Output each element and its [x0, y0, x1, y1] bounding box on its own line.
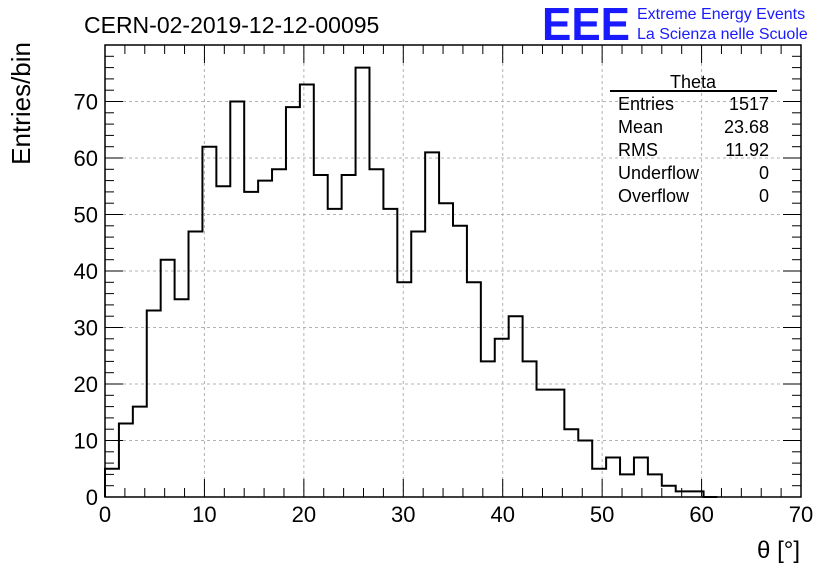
stats-box-title: Theta [670, 72, 717, 92]
eee-logo: EEE Extreme Energy Events La Scienza nel… [542, 0, 808, 50]
x-tick-label-4: 40 [490, 502, 514, 527]
eee-logo-mark: EEE [542, 0, 630, 50]
y-tick-label-0: 0 [86, 485, 98, 510]
stats-label-overflow: Overflow [618, 186, 690, 206]
y-tick-label-5: 50 [74, 203, 98, 228]
stats-value-mean: 23.68 [724, 117, 769, 137]
x-axis-label: θ [°] [757, 537, 800, 564]
stats-value-underflow: 0 [759, 163, 769, 183]
chart-title: CERN-02-2019-12-12-00095 [84, 12, 379, 38]
stats-label-entries: Entries [618, 94, 674, 114]
y-tick-label-3: 30 [74, 316, 98, 341]
y-tick-label-2: 20 [74, 372, 98, 397]
y-tick-label-4: 40 [74, 259, 98, 284]
x-tick-label-6: 60 [689, 502, 713, 527]
y-tick-labels: 0 10 20 30 40 50 60 70 [74, 90, 98, 511]
x-tick-label-3: 30 [391, 502, 415, 527]
grid-lines [105, 45, 801, 497]
x-tick-labels: 0 10 20 30 40 50 60 70 [99, 502, 813, 527]
y-tick-label-1: 10 [74, 429, 98, 454]
y-tick-label-7: 70 [74, 90, 98, 115]
y-axis-label: Entries/bin [6, 42, 36, 165]
histogram-outline [104, 66, 718, 498]
stats-value-overflow: 0 [759, 186, 769, 206]
y-tick-label-6: 60 [74, 146, 98, 171]
stats-label-underflow: Underflow [618, 163, 700, 183]
x-tick-label-1: 10 [192, 502, 216, 527]
stats-value-rms: 11.92 [725, 140, 769, 160]
x-tick-label-2: 20 [292, 502, 316, 527]
stats-label-rms: RMS [618, 140, 658, 160]
eee-logo-line2: La Scienza nelle Scuole [637, 26, 808, 43]
stats-label-mean: Mean [618, 117, 663, 137]
x-tick-label-0: 0 [99, 502, 111, 527]
stats-value-entries: 1517 [729, 94, 769, 114]
stats-box: Theta Entries 1517 Mean 23.68 RMS 11.92 Underf… [610, 72, 777, 206]
x-tick-label-7: 70 [789, 502, 813, 527]
eee-logo-line1: Extreme Energy Events [637, 6, 805, 23]
axis-ticks [104, 44, 802, 498]
x-tick-label-5: 50 [590, 502, 614, 527]
stats-rows: Entries 1517 Mean 23.68 RMS 11.92 Underflow 0 Ov… [618, 94, 769, 206]
